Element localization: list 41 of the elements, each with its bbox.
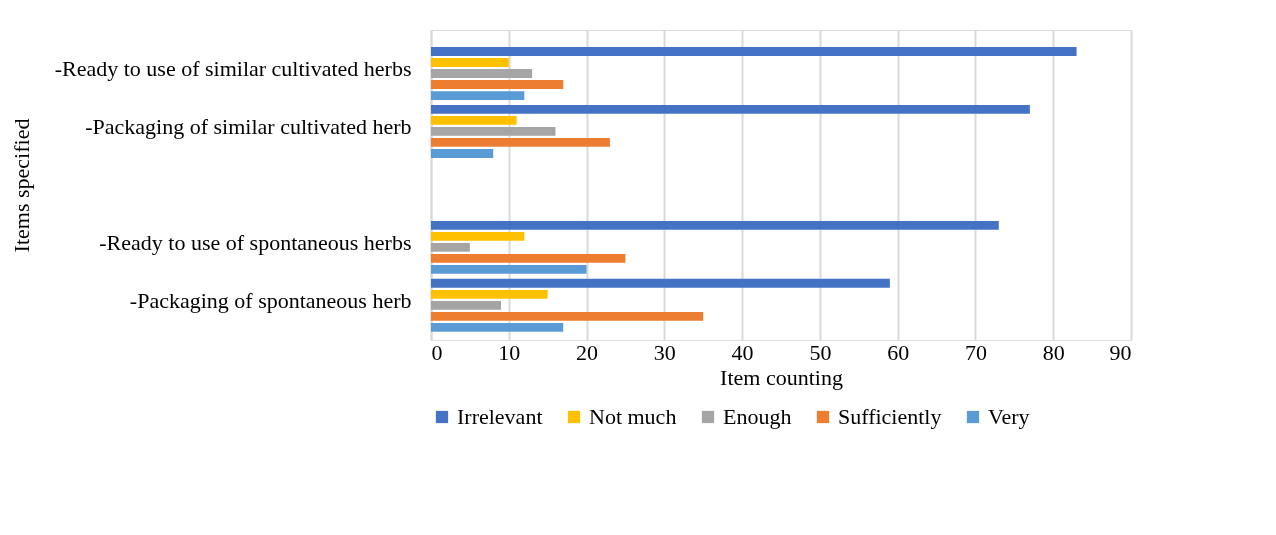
bar (431, 278, 890, 288)
bar (431, 253, 626, 263)
y-axis-title: Items specified (8, 118, 34, 253)
y-tick-label: -Packaging of spontaneous herb (129, 287, 412, 313)
bar (431, 69, 533, 78)
bar (431, 80, 564, 89)
x-tick-label: 50 (809, 339, 832, 365)
bar (431, 220, 999, 230)
bar (431, 91, 525, 100)
x-tick-label: 70 (964, 339, 987, 365)
bar (431, 289, 548, 299)
x-tick-label: 30 (653, 339, 676, 365)
x-tick-label: 90 (1109, 339, 1132, 365)
x-tick-label: 60 (887, 339, 910, 365)
y-tick-label: -Ready to use of similar cultivated herbs (54, 56, 412, 82)
legend-label: Not much (589, 404, 677, 429)
x-tick-label: 80 (1042, 339, 1065, 365)
legend-label: Very (988, 404, 1030, 429)
bar (431, 47, 1077, 56)
legend-label: Irrelevant (457, 404, 543, 429)
bar (431, 138, 610, 147)
bar (431, 149, 494, 158)
bar (431, 127, 556, 136)
bar (431, 105, 1030, 114)
x-tick-label: 40 (731, 339, 754, 365)
bar (431, 58, 509, 67)
x-tick-label: 10 (498, 339, 521, 365)
bar (431, 300, 501, 310)
bar (431, 242, 470, 252)
bar (431, 264, 587, 274)
legend-label: Sufficiently (838, 404, 942, 429)
x-tick-label: 20 (576, 339, 599, 365)
bar (431, 116, 517, 125)
bar (431, 231, 525, 241)
bar (431, 311, 704, 321)
legend-label: Enough (723, 404, 792, 429)
y-tick-label: -Ready to use of spontaneous herbs (99, 229, 412, 255)
x-tick-label: 0 (431, 339, 443, 365)
y-tick-label: -Packaging of similar cultivated herb (85, 114, 412, 140)
bar (431, 322, 564, 332)
x-axis-title: Item counting (720, 364, 843, 390)
